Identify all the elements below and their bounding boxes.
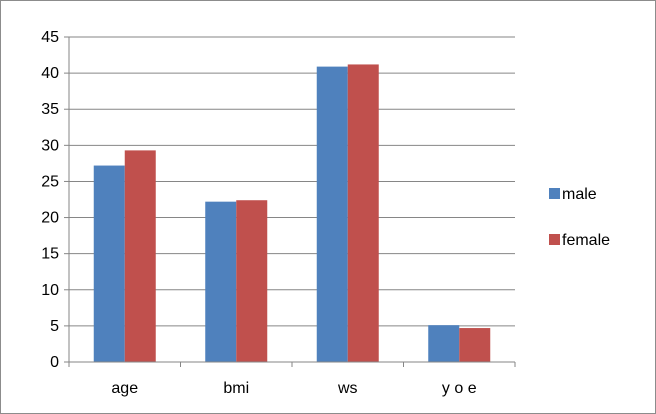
bar-female-bmi bbox=[236, 200, 268, 362]
bar-female-ws bbox=[347, 64, 379, 362]
bar-female-age bbox=[124, 150, 156, 362]
bars bbox=[93, 64, 491, 362]
y-tick-label: 25 bbox=[41, 173, 59, 190]
y-tick-label: 45 bbox=[41, 29, 59, 46]
y-tick-label: 30 bbox=[41, 137, 59, 154]
y-tick-label: 15 bbox=[41, 246, 59, 263]
bar-male-yoe bbox=[428, 325, 460, 362]
x-tick-label: y o e bbox=[442, 380, 477, 397]
legend-label-female: female bbox=[562, 232, 610, 249]
x-tick-labels: age bmi ws y o e bbox=[111, 380, 476, 397]
legend-label-male: male bbox=[562, 186, 597, 203]
legend: male female bbox=[549, 186, 610, 249]
bar-male-bmi bbox=[205, 201, 237, 362]
y-tick-label: 10 bbox=[41, 282, 59, 299]
y-tick-label: 35 bbox=[41, 101, 59, 118]
y-tick-label: 5 bbox=[50, 318, 59, 335]
legend-swatch-female bbox=[549, 234, 560, 245]
x-tick-label: ws bbox=[337, 380, 358, 397]
y-tick-label: 0 bbox=[50, 354, 59, 371]
bar-male-age bbox=[93, 165, 125, 362]
y-tick-labels: 0 5 10 15 20 25 30 35 40 45 bbox=[41, 29, 59, 371]
legend-swatch-male bbox=[549, 188, 560, 199]
bar-male-ws bbox=[316, 66, 348, 362]
axes bbox=[64, 36, 516, 367]
x-tick-label: bmi bbox=[223, 380, 249, 397]
y-tick-label: 40 bbox=[41, 65, 59, 82]
x-tick-label: age bbox=[111, 380, 138, 397]
bar-female-yoe bbox=[459, 328, 491, 362]
y-tick-label: 20 bbox=[41, 210, 59, 227]
